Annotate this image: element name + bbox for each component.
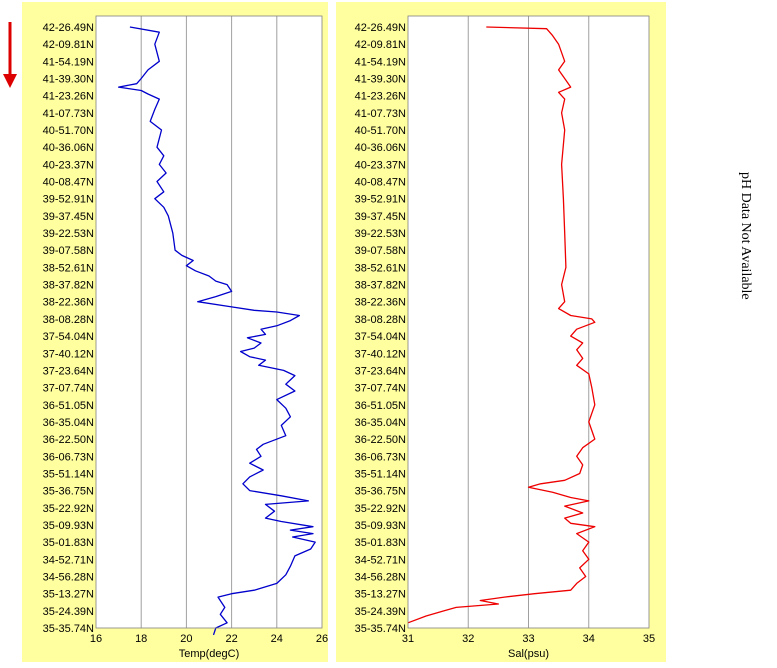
sal-latitude-label: 42-09.81N <box>355 39 406 51</box>
sal-latitude-label: 39-52.91N <box>355 194 406 206</box>
sal-latitude-label: 39-07.58N <box>355 245 406 257</box>
temp-series-line <box>117 26 316 636</box>
temp-x-tick-label: 20 <box>180 633 192 645</box>
sal-latitude-label: 37-40.12N <box>355 348 406 360</box>
sal-latitude-label: 36-35.04N <box>355 417 406 429</box>
temp-latitude-label: 35-36.75N <box>43 486 94 498</box>
temp-latitude-label: 40-23.37N <box>43 159 94 171</box>
temp-latitude-label: 37-40.12N <box>43 348 94 360</box>
sal-latitude-label: 34-52.71N <box>355 554 406 566</box>
sal-x-tick-label: 32 <box>462 633 474 645</box>
sal-latitude-label: 40-36.06N <box>355 142 406 154</box>
sal-latitude-label: 37-23.64N <box>355 365 406 377</box>
sal-x-tick-label: 33 <box>522 633 534 645</box>
ph-unavailable-note: pH Data Not Available <box>738 172 753 300</box>
temp-x-tick-label: 22 <box>225 633 237 645</box>
sal-latitude-label: 37-54.04N <box>355 331 406 343</box>
temp-x-tick-label: 24 <box>271 633 283 645</box>
sal-x-tick-label: 35 <box>643 633 655 645</box>
temp-latitude-label: 42-09.81N <box>43 39 94 51</box>
temp-latitude-label: 41-39.30N <box>43 74 94 86</box>
temp-latitude-label: 39-07.58N <box>43 245 94 257</box>
temp-latitude-label: 37-23.64N <box>43 365 94 377</box>
sal-latitude-label: 41-07.73N <box>355 108 406 120</box>
sal-latitude-label: 35-13.27N <box>355 589 406 601</box>
temp-x-tick-label: 18 <box>135 633 147 645</box>
temp-latitude-label: 34-52.71N <box>43 554 94 566</box>
temp-latitude-label: 40-08.47N <box>43 177 94 189</box>
sal-latitude-label: 41-23.26N <box>355 91 406 103</box>
sal-latitude-label: 36-51.05N <box>355 400 406 412</box>
sal-latitude-label: 38-52.61N <box>355 262 406 274</box>
temp-latitude-label: 35-51.14N <box>43 468 94 480</box>
temp-latitude-label: 38-52.61N <box>43 262 94 274</box>
temp-latitude-label: 39-37.45N <box>43 211 94 223</box>
sal-latitude-label: 36-06.73N <box>355 451 406 463</box>
sal-latitude-label: 35-35.74N <box>355 623 406 635</box>
temp-latitude-label: 41-23.26N <box>43 91 94 103</box>
sal-plot-frame <box>407 15 650 629</box>
temp-latitude-label: 35-35.74N <box>43 623 94 635</box>
temp-latitude-label: 41-07.73N <box>43 108 94 120</box>
temp-latitude-label: 35-24.39N <box>43 606 94 618</box>
temp-latitude-label: 39-22.53N <box>43 228 94 240</box>
temp-latitude-label: 38-37.82N <box>43 280 94 292</box>
sal-series-line <box>407 26 596 624</box>
temp-latitude-label: 41-54.19N <box>43 56 94 68</box>
temp-latitude-label: 40-36.06N <box>43 142 94 154</box>
sal-latitude-label: 38-37.82N <box>355 280 406 292</box>
down-arrow-icon <box>3 22 17 88</box>
temp-latitude-label: 36-06.73N <box>43 451 94 463</box>
sal-latitude-label: 40-08.47N <box>355 177 406 189</box>
sal-latitude-label: 35-09.93N <box>355 520 406 532</box>
sal-x-tick-label: 31 <box>402 633 414 645</box>
temp-plot-frame <box>95 15 323 629</box>
sal-latitude-label: 38-08.28N <box>355 314 406 326</box>
temp-latitude-label: 36-51.05N <box>43 400 94 412</box>
temp-latitude-label: 39-52.91N <box>43 194 94 206</box>
sal-latitude-label: 39-22.53N <box>355 228 406 240</box>
sal-x-axis-label: Sal(psu) <box>508 648 549 660</box>
sal-x-tick-label: 34 <box>583 633 595 645</box>
sal-latitude-label: 41-54.19N <box>355 56 406 68</box>
sal-latitude-label: 35-22.92N <box>355 503 406 515</box>
sal-latitude-label: 35-01.83N <box>355 537 406 549</box>
sal-latitude-label: 42-26.49N <box>355 22 406 34</box>
temp-latitude-label: 36-22.50N <box>43 434 94 446</box>
temp-x-axis-label: Temp(degC) <box>179 648 240 660</box>
temp-latitude-label: 35-22.92N <box>43 503 94 515</box>
sal-latitude-label: 34-56.28N <box>355 571 406 583</box>
temp-plot-area <box>96 16 322 628</box>
sal-latitude-label: 39-37.45N <box>355 211 406 223</box>
sal-latitude-label: 40-51.70N <box>355 125 406 137</box>
temp-latitude-label: 37-54.04N <box>43 331 94 343</box>
temp-latitude-label: 38-08.28N <box>43 314 94 326</box>
sal-latitude-label: 35-36.75N <box>355 486 406 498</box>
temp-latitude-label: 35-09.93N <box>43 520 94 532</box>
sal-latitude-label: 35-24.39N <box>355 606 406 618</box>
temp-latitude-label: 35-13.27N <box>43 589 94 601</box>
temp-latitude-label: 35-01.83N <box>43 537 94 549</box>
sal-latitude-label: 36-22.50N <box>355 434 406 446</box>
temp-latitude-label: 38-22.36N <box>43 297 94 309</box>
temp-latitude-label: 36-35.04N <box>43 417 94 429</box>
salinity-panel: 31 32 33 34 35 42-26.49N 42-09.81N 41-54.19N 41-… <box>336 2 666 662</box>
temp-latitude-label: 42-26.49N <box>43 22 94 34</box>
temperature-panel: 16 18 20 22 24 26 42-26.49N 42-09.81N 41-54.19N 4… <box>22 2 328 662</box>
sal-latitude-label: 41-39.30N <box>355 74 406 86</box>
temp-latitude-label: 40-51.70N <box>43 125 94 137</box>
sal-latitude-label: 37-07.74N <box>355 383 406 395</box>
temp-latitude-label: 37-07.74N <box>43 383 94 395</box>
sal-latitude-label: 35-51.14N <box>355 468 406 480</box>
temp-latitude-label: 34-56.28N <box>43 571 94 583</box>
sal-latitude-label: 40-23.37N <box>355 159 406 171</box>
temp-x-tick-label: 16 <box>90 633 102 645</box>
temp-x-tick-label: 26 <box>316 633 328 645</box>
sal-latitude-label: 38-22.36N <box>355 297 406 309</box>
